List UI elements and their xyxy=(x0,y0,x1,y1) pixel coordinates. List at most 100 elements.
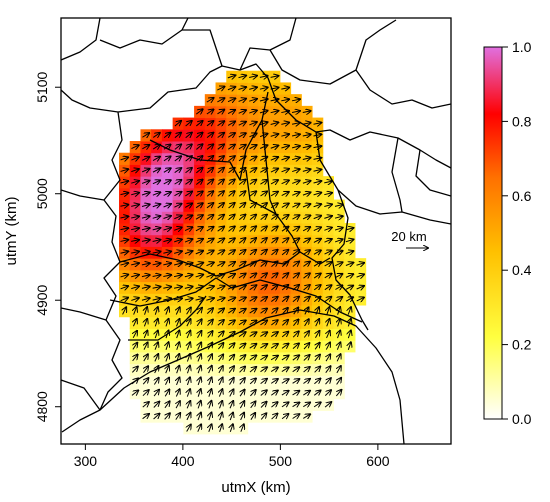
vector-arrow xyxy=(195,109,202,114)
vector-arrow xyxy=(198,377,201,386)
vector-arrow xyxy=(198,389,201,397)
vector-arrow xyxy=(206,286,214,289)
vector-arrow xyxy=(166,354,169,362)
vector-arrow xyxy=(249,145,257,149)
vector-arrows xyxy=(120,75,364,432)
vector-arrow xyxy=(142,133,149,137)
vector-arrow xyxy=(324,216,332,218)
colorbar-tick-label: 0.2 xyxy=(512,337,532,353)
vector-arrow xyxy=(281,414,288,419)
vector-arrow xyxy=(134,307,137,315)
neighbour-border-east xyxy=(337,137,451,225)
vector-arrow xyxy=(302,204,310,207)
vector-arrow xyxy=(206,121,213,126)
vector-arrow xyxy=(166,331,169,339)
vector-arrow xyxy=(142,390,149,397)
vector-arrow xyxy=(304,331,309,338)
vector-arrow xyxy=(291,123,300,125)
vector-arrow xyxy=(187,342,190,350)
vector-arrow xyxy=(281,146,289,148)
vector-arrow xyxy=(131,390,138,395)
vector-arrow xyxy=(335,297,343,301)
vector-arrow xyxy=(217,262,224,266)
vector-arrow xyxy=(187,307,191,315)
vector-arrow xyxy=(166,307,169,315)
vector-arrow xyxy=(313,181,322,183)
vector-arrow xyxy=(281,391,289,395)
vector-arrow xyxy=(163,145,170,150)
vector-arrow xyxy=(313,273,321,278)
colorbar-tick-label: 0.8 xyxy=(512,113,532,129)
vector-arrow xyxy=(219,366,223,374)
vector-arrow xyxy=(260,168,267,172)
vector-arrow xyxy=(260,215,267,220)
vector-arrow xyxy=(249,226,256,232)
vector-arrow xyxy=(163,216,172,219)
vector-arrow xyxy=(206,227,214,231)
vector-arrow xyxy=(133,331,137,339)
vector-arrow xyxy=(163,275,171,277)
vector-arrow xyxy=(152,275,161,277)
vector-arrow xyxy=(259,122,268,125)
vector-arrow xyxy=(184,251,193,254)
vector-arrow xyxy=(228,320,234,325)
vector-arrow xyxy=(206,308,213,314)
colorbar: 0.0 0.2 0.4 0.6 0.8 1.0 xyxy=(483,39,532,427)
vector-arrow xyxy=(291,157,300,159)
vector-arrow xyxy=(185,144,192,149)
vector-arrow xyxy=(209,401,212,409)
vector-arrow xyxy=(217,215,224,220)
vector-arrow xyxy=(249,344,257,348)
vector-arrow xyxy=(163,180,171,184)
vector-arrow xyxy=(326,342,330,350)
vector-arrow xyxy=(176,319,179,327)
vector-arrow xyxy=(316,319,319,327)
vector-arrow xyxy=(338,307,341,315)
vector-arrow xyxy=(294,308,299,315)
vector-arrow xyxy=(249,285,257,289)
vector-arrow xyxy=(206,109,214,114)
vector-arrow xyxy=(227,274,235,278)
vector-arrow xyxy=(145,307,148,315)
vector-arrow xyxy=(281,169,289,172)
vector-arrow xyxy=(228,226,234,231)
vector-arrow xyxy=(154,378,158,385)
vector-arrow xyxy=(131,193,139,195)
vector-arrow xyxy=(259,87,268,89)
vector-arrow xyxy=(217,98,224,102)
vector-arrow xyxy=(152,145,160,149)
vector-arrow xyxy=(123,307,127,315)
vector-arrow xyxy=(281,87,289,89)
vector-arrow xyxy=(206,298,214,300)
vector-arrow xyxy=(177,366,180,374)
vector-arrow xyxy=(345,251,354,254)
vector-arrow xyxy=(152,240,161,242)
vector-arrow xyxy=(230,424,233,432)
vector-arrow xyxy=(120,181,129,183)
vector-arrow xyxy=(303,262,309,267)
vector-arrow xyxy=(356,274,364,277)
vector-arrow xyxy=(326,354,330,362)
vector-arrow xyxy=(238,145,246,149)
vector-arrow xyxy=(291,134,300,136)
vector-arrow xyxy=(217,191,224,196)
vector-arrow xyxy=(348,342,351,350)
vector-arrow xyxy=(206,179,213,184)
vector-arrow xyxy=(292,343,299,350)
vector-arrow xyxy=(217,87,224,90)
vector-arrow xyxy=(228,145,235,150)
vector-arrow xyxy=(152,287,161,289)
vector-arrow xyxy=(337,378,342,385)
vector-arrow xyxy=(209,413,212,421)
vector-arrow xyxy=(230,378,234,385)
vector-arrow xyxy=(241,413,244,421)
vector-arrow xyxy=(163,263,171,265)
y-tick-label: 4900 xyxy=(34,284,50,315)
vector-arrow xyxy=(281,285,288,291)
vector-arrow xyxy=(142,414,149,419)
vector-arrow xyxy=(292,181,299,184)
vector-arrow xyxy=(291,111,300,113)
vector-arrow xyxy=(240,378,245,385)
vector-arrow xyxy=(184,239,192,242)
vector-arrow xyxy=(260,273,267,278)
